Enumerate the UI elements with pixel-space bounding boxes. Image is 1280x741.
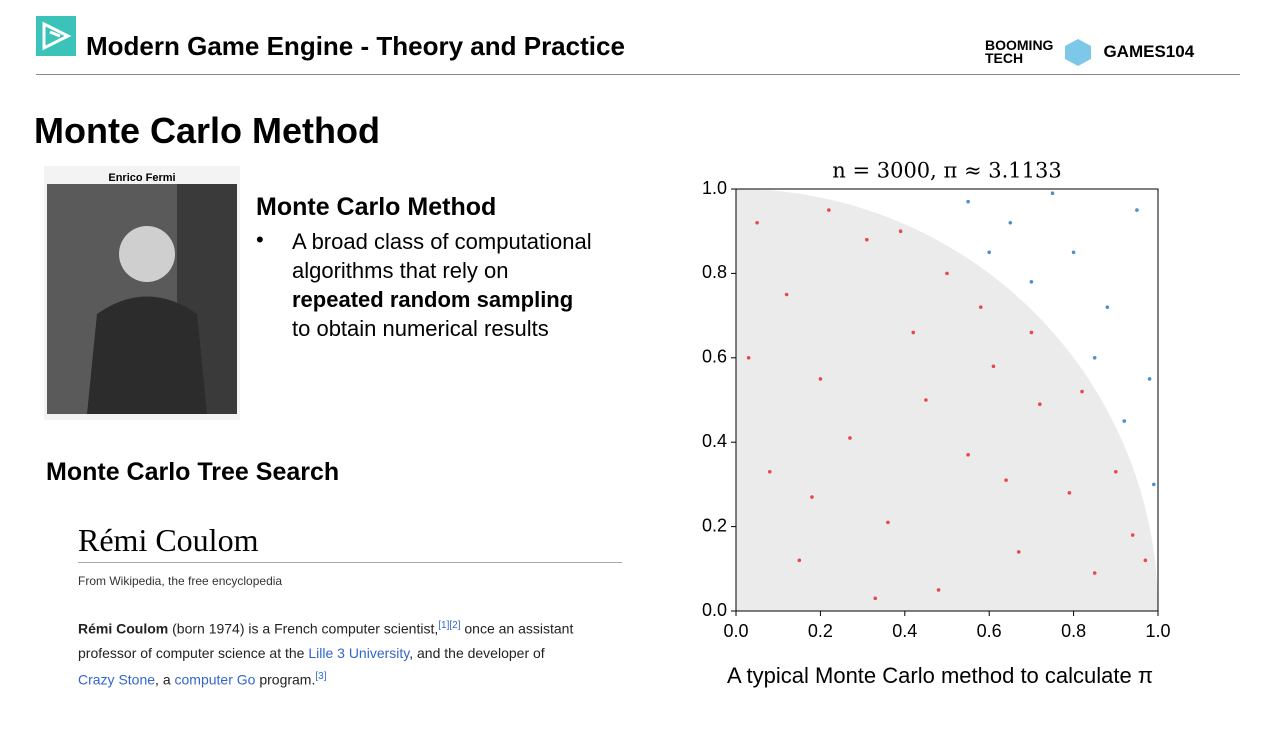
point [966, 453, 970, 457]
point [1080, 389, 1084, 394]
point [1067, 491, 1072, 495]
point [1038, 402, 1042, 407]
point [797, 558, 802, 563]
point [1143, 558, 1148, 563]
point [1105, 305, 1110, 309]
point [767, 469, 772, 474]
y-tick-label: 0.8 [702, 262, 727, 282]
point [1151, 482, 1156, 487]
header-logos: BOOMING TECH GAMES104 [985, 37, 1194, 67]
y-tick-label: 0.4 [702, 431, 727, 451]
slide-title: Monte Carlo Method [34, 110, 380, 151]
point [924, 398, 928, 402]
point [1029, 280, 1034, 284]
games-logo: GAMES104 [1103, 42, 1195, 61]
point [784, 292, 789, 297]
point [936, 588, 941, 592]
bullet-text: to obtain numerical results [292, 316, 549, 341]
point [945, 271, 949, 276]
point [987, 250, 991, 255]
point [886, 520, 890, 525]
wiki-rule [78, 562, 622, 563]
photo-caption: Enrico Fermi [108, 172, 176, 184]
wiki-text: , a [155, 671, 175, 688]
logo-text: BOOMING [985, 37, 1054, 53]
y-tick-label: 0.2 [702, 515, 727, 535]
point [1071, 250, 1076, 255]
wiki-title: Rémi Coulom [78, 522, 259, 558]
y-tick-label: 0.6 [702, 347, 727, 367]
games-icon [1065, 39, 1092, 66]
point [1092, 356, 1097, 360]
point [978, 305, 983, 309]
point [898, 229, 903, 233]
point [865, 237, 869, 242]
point [966, 199, 970, 204]
y-tick-label: 0.0 [702, 600, 727, 620]
point [1130, 533, 1135, 537]
point [1029, 330, 1034, 335]
logo-icon [36, 16, 76, 56]
point [827, 208, 831, 212]
wiki-link[interactable]: Crazy Stone [78, 671, 156, 688]
wiki-tagline: From Wikipedia, the free encyclopedia [78, 574, 283, 588]
bullet: A broad class of computational algorithm… [292, 227, 637, 343]
mcts-heading: Monte Carlo Tree Search [46, 458, 340, 486]
x-tick-label: 0.4 [892, 621, 917, 641]
point [1147, 377, 1152, 381]
point [1122, 419, 1127, 423]
point [991, 364, 996, 369]
wiki-ref[interactable]: [3] [315, 670, 327, 682]
x-tick-label: 0.8 [1061, 621, 1086, 641]
point [911, 330, 916, 335]
point [1114, 469, 1118, 474]
point [1050, 191, 1055, 196]
bullet-bold: repeated random sampling [292, 287, 574, 312]
point [873, 596, 878, 601]
point [818, 377, 823, 381]
chart-title: n = 3000, π ≈ 3.1133 [832, 159, 1062, 183]
wiki-link[interactable]: Lille 3 University [308, 644, 410, 661]
photo-frame: Enrico Fermi [44, 166, 240, 420]
point [1008, 220, 1013, 225]
x-tick-label: 0.2 [808, 621, 833, 641]
point [1135, 208, 1139, 212]
plot-frame [735, 188, 1159, 612]
wiki-text: , and the developer of [409, 644, 545, 661]
wiki-text: (born 1974) is a French computer scienti… [168, 620, 439, 637]
point [1092, 571, 1097, 575]
point [848, 436, 852, 440]
header-title: Modern Game Engine - Theory and Practice [86, 31, 625, 61]
point [810, 495, 814, 499]
wiki-text: once an assistant professor of computer … [78, 620, 574, 661]
x-tick-label: 0.6 [977, 621, 1002, 641]
bullet-text: A broad class of computational algorithm… [292, 229, 592, 283]
point [746, 356, 751, 360]
y-tick-label: 1.0 [702, 178, 727, 198]
point [1016, 550, 1021, 554]
bullet-dot: • [256, 227, 264, 252]
circle-region [736, 189, 1158, 611]
wiki-ref[interactable]: [1][2] [438, 620, 461, 631]
photo [47, 184, 237, 414]
wiki-paragraph: Rémi Coulom (born 1974) is a French comp… [78, 614, 583, 691]
wiki-link[interactable]: computer Go [174, 671, 256, 688]
wiki-text: program. [255, 671, 316, 688]
logo-text: TECH [985, 50, 1024, 66]
header-rule [36, 74, 1240, 75]
point [1004, 478, 1008, 482]
method-heading: Monte Carlo Method [256, 193, 497, 221]
point [755, 220, 759, 225]
wiki-bold: Rémi Coulom [78, 620, 169, 637]
x-tick-label: 1.0 [1145, 621, 1170, 641]
chart-caption: A typical Monte Carlo method to calculat… [727, 663, 1153, 688]
booming-logo: BOOMING TECH [985, 37, 1054, 66]
x-tick-label: 0.0 [723, 621, 748, 641]
